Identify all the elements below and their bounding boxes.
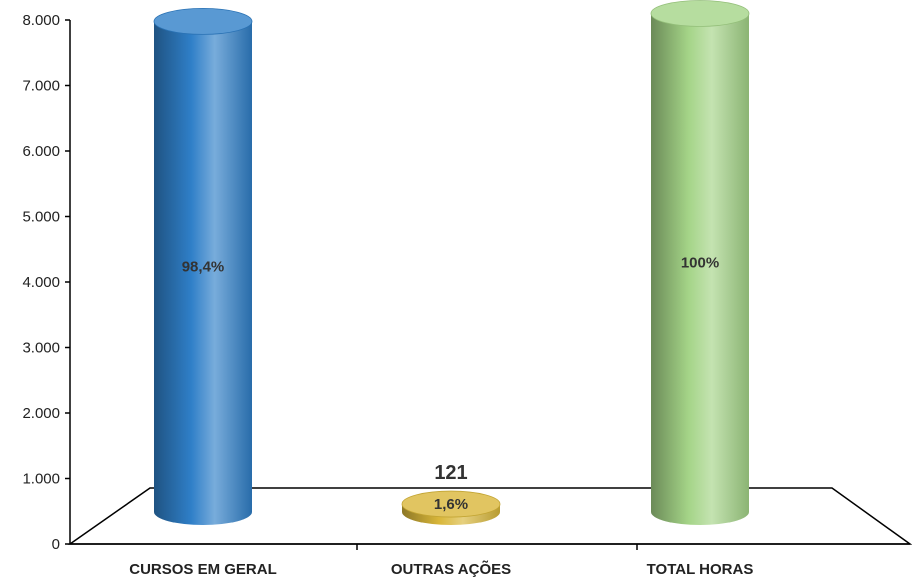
data-percent-label: 98,4% — [182, 259, 225, 276]
y-tick-label: 2.000 — [22, 405, 60, 422]
bars — [153, 0, 750, 526]
bar-1 — [153, 8, 253, 526]
data-value-label: 121 — [434, 462, 467, 484]
y-tick-label: 7.000 — [22, 78, 60, 95]
y-tick-label: 6.000 — [22, 143, 60, 160]
bar-body — [651, 13, 749, 526]
y-tick-label: 0 — [52, 536, 60, 553]
bar-top-cap — [153, 8, 253, 35]
bar-body — [154, 21, 252, 526]
x-tick-label: OUTRAS AÇÕES — [391, 560, 511, 578]
y-tick-label: 1.000 — [22, 471, 60, 488]
y-tick-label: 3.000 — [22, 340, 60, 357]
y-tick-label: 8.000 — [22, 12, 60, 29]
y-tick-label: 5.000 — [22, 209, 60, 226]
data-percent-label: 1,6% — [434, 496, 468, 513]
y-tick-label: 4.000 — [22, 274, 60, 291]
bar-top-cap — [650, 0, 750, 27]
data-value-label: 7.490 — [178, 0, 228, 1]
axes: 0 1.000 2.000 3.000 4.000 5.000 6.000 7.000 8.00… — [22, 12, 910, 578]
data-percent-label: 100% — [681, 255, 719, 272]
bar-top-cap — [401, 490, 501, 518]
x-tick-label: CURSOS EM GERAL — [129, 561, 277, 578]
bar-2 — [401, 490, 501, 525]
x-tick-label: TOTAL HORAS — [647, 561, 754, 578]
bar-3 — [650, 0, 750, 526]
